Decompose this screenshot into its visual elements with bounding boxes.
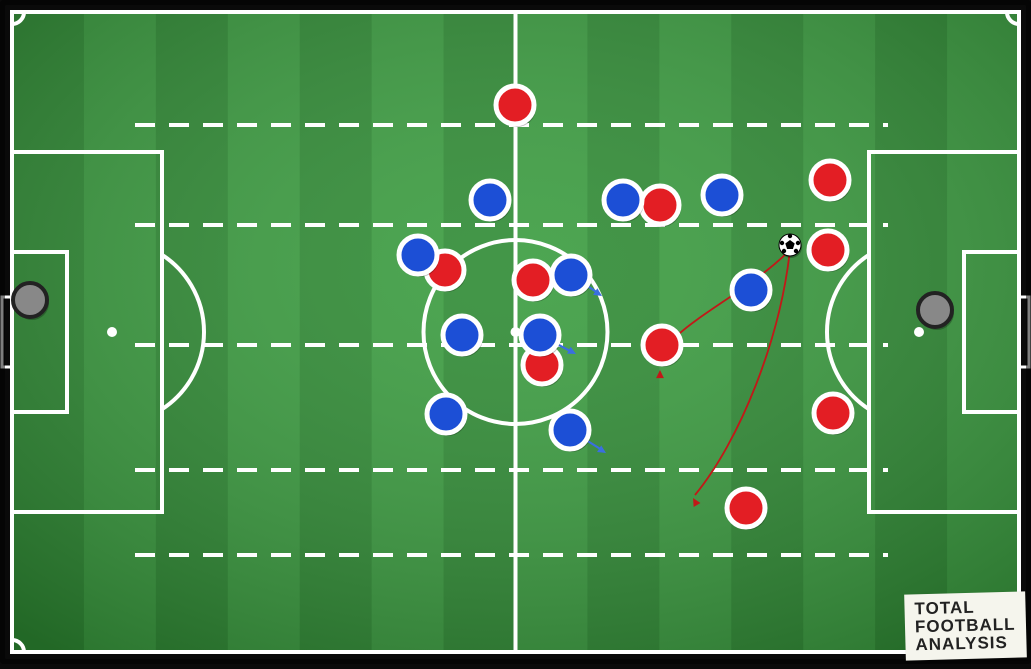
watermark: TOTAL FOOTBALL ANALYSIS xyxy=(905,592,1027,661)
watermark-line: ANALYSIS xyxy=(916,634,1017,654)
pitch-diagram xyxy=(0,0,1031,664)
